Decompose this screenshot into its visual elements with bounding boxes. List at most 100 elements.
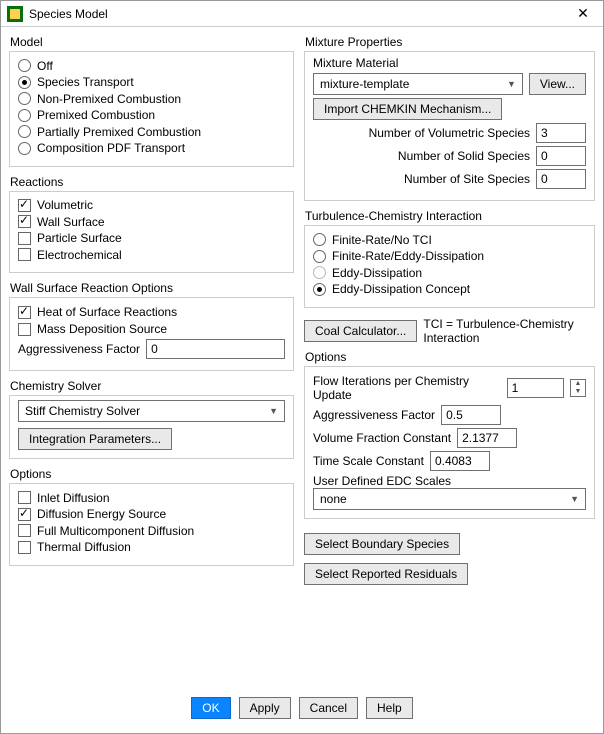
- radio-option[interactable]: Species Transport: [18, 75, 285, 89]
- radio-icon: [313, 233, 326, 246]
- check-icon: [18, 541, 31, 554]
- model-label: Model: [9, 35, 294, 49]
- mix-group: Mixture Material mixture-template ▼ View…: [304, 51, 595, 201]
- edc-row-label: Time Scale Constant: [313, 454, 424, 468]
- app-icon: [7, 6, 23, 22]
- check-option[interactable]: Volumetric: [18, 198, 285, 212]
- apply-button[interactable]: Apply: [239, 697, 291, 719]
- spinner[interactable]: ▲▼: [570, 379, 586, 397]
- integration-params-button[interactable]: Integration Parameters...: [18, 428, 172, 450]
- check-icon: [18, 491, 31, 504]
- radio-option[interactable]: Off: [18, 59, 285, 73]
- check-option[interactable]: Particle Surface: [18, 231, 285, 245]
- select-residuals-button[interactable]: Select Reported Residuals: [304, 563, 468, 585]
- udedc-value: none: [320, 492, 347, 506]
- edc-row-input[interactable]: 0.4083: [430, 451, 490, 471]
- mix-row-input[interactable]: 3: [536, 123, 586, 143]
- radio-icon: [313, 250, 326, 263]
- check-icon: [18, 508, 31, 521]
- chevron-up-icon: ▲: [571, 380, 585, 388]
- window-title: Species Model: [29, 7, 569, 21]
- radio-option[interactable]: Finite-Rate/No TCI: [313, 233, 586, 247]
- cancel-button[interactable]: Cancel: [299, 697, 358, 719]
- mix-row-input[interactable]: 0: [536, 169, 586, 189]
- check-option[interactable]: Heat of Surface Reactions: [18, 305, 285, 319]
- mix-row-label: Number of Site Species: [313, 172, 530, 186]
- edc-row-label: Flow Iterations per Chemistry Update: [313, 374, 501, 402]
- radio-icon: [18, 76, 31, 89]
- mix-row-label: Number of Volumetric Species: [313, 126, 530, 140]
- check-option[interactable]: Electrochemical: [18, 248, 285, 262]
- check-label: Volumetric: [37, 198, 93, 212]
- close-icon[interactable]: ✕: [569, 4, 597, 24]
- radio-option[interactable]: Composition PDF Transport: [18, 141, 285, 155]
- radio-label: Eddy-Dissipation: [332, 266, 422, 280]
- udedc-label: User Defined EDC Scales: [313, 474, 586, 488]
- radio-option: Eddy-Dissipation: [313, 266, 586, 280]
- help-button[interactable]: Help: [366, 697, 413, 719]
- radio-option[interactable]: Partially Premixed Combustion: [18, 125, 285, 139]
- tci-group: Finite-Rate/No TCI Finite-Rate/Eddy-Dissi…: [304, 225, 595, 308]
- check-label: Mass Deposition Source: [37, 322, 167, 336]
- view-button[interactable]: View...: [529, 73, 586, 95]
- check-label: Thermal Diffusion: [37, 540, 131, 554]
- aggr-input[interactable]: 0: [146, 339, 285, 359]
- check-option[interactable]: Full Multicomponent Diffusion: [18, 524, 285, 538]
- edc-row-input[interactable]: 0.5: [441, 405, 501, 425]
- edc-row-input[interactable]: 1: [507, 378, 564, 398]
- edc-row-label: Aggressiveness Factor: [313, 408, 435, 422]
- radio-label: Non-Premixed Combustion: [37, 92, 181, 106]
- mix-label: Mixture Properties: [304, 35, 595, 49]
- reactions-group: Volumetric Wall Surface Particle Surface El…: [9, 191, 294, 274]
- check-label: Heat of Surface Reactions: [37, 305, 177, 319]
- check-option[interactable]: Inlet Diffusion: [18, 491, 285, 505]
- mix-mat-select[interactable]: mixture-template ▼: [313, 73, 523, 95]
- radio-icon: [18, 92, 31, 105]
- wall-label: Wall Surface Reaction Options: [9, 281, 294, 295]
- edc-row-input[interactable]: 2.1377: [457, 428, 517, 448]
- radio-option[interactable]: Finite-Rate/Eddy-Dissipation: [313, 249, 586, 263]
- radio-label: Premixed Combustion: [37, 108, 155, 122]
- aggr-label: Aggressiveness Factor: [18, 342, 140, 356]
- check-option[interactable]: Thermal Diffusion: [18, 540, 285, 554]
- check-option[interactable]: Mass Deposition Source: [18, 322, 285, 336]
- radio-label: Off: [37, 59, 53, 73]
- check-icon: [18, 524, 31, 537]
- solver-select[interactable]: Stiff Chemistry Solver ▼: [18, 400, 285, 422]
- solver-label: Chemistry Solver: [9, 379, 294, 393]
- ok-button[interactable]: OK: [191, 697, 230, 719]
- select-boundary-button[interactable]: Select Boundary Species: [304, 533, 460, 555]
- radio-label: Eddy-Dissipation Concept: [332, 282, 470, 296]
- mix-mat-label: Mixture Material: [313, 56, 586, 70]
- solver-value: Stiff Chemistry Solver: [25, 404, 140, 418]
- check-icon: [18, 248, 31, 261]
- chevron-down-icon: ▼: [571, 388, 585, 396]
- model-group: Off Species Transport Non-Premixed Combust…: [9, 51, 294, 167]
- solver-group: Stiff Chemistry Solver ▼ Integration Par…: [9, 395, 294, 459]
- radio-option[interactable]: Non-Premixed Combustion: [18, 92, 285, 106]
- chevron-down-icon: ▼: [570, 494, 579, 504]
- check-icon: [18, 323, 31, 336]
- options-left-group: Inlet Diffusion Diffusion Energy Source Fu…: [9, 483, 294, 566]
- check-label: Particle Surface: [37, 231, 122, 245]
- radio-option[interactable]: Premixed Combustion: [18, 108, 285, 122]
- radio-label: Partially Premixed Combustion: [37, 125, 201, 139]
- check-option[interactable]: Wall Surface: [18, 215, 285, 229]
- udedc-select[interactable]: none ▼: [313, 488, 586, 510]
- mix-row-input[interactable]: 0: [536, 146, 586, 166]
- radio-label: Finite-Rate/Eddy-Dissipation: [332, 249, 484, 263]
- check-icon: [18, 232, 31, 245]
- tci-label: Turbulence-Chemistry Interaction: [304, 209, 595, 223]
- radio-label: Finite-Rate/No TCI: [332, 233, 432, 247]
- edc-group: Flow Iterations per Chemistry Update1▲▼A…: [304, 366, 595, 519]
- check-label: Electrochemical: [37, 248, 122, 262]
- radio-icon: [18, 109, 31, 122]
- coal-calc-button[interactable]: Coal Calculator...: [304, 320, 417, 342]
- import-chemkin-button[interactable]: Import CHEMKIN Mechanism...: [313, 98, 502, 120]
- wall-group: Heat of Surface Reactions Mass Deposition…: [9, 297, 294, 371]
- radio-icon: [18, 125, 31, 138]
- radio-option[interactable]: Eddy-Dissipation Concept: [313, 282, 586, 296]
- check-option[interactable]: Diffusion Energy Source: [18, 507, 285, 521]
- reactions-label: Reactions: [9, 175, 294, 189]
- edc-label: Options: [304, 350, 595, 364]
